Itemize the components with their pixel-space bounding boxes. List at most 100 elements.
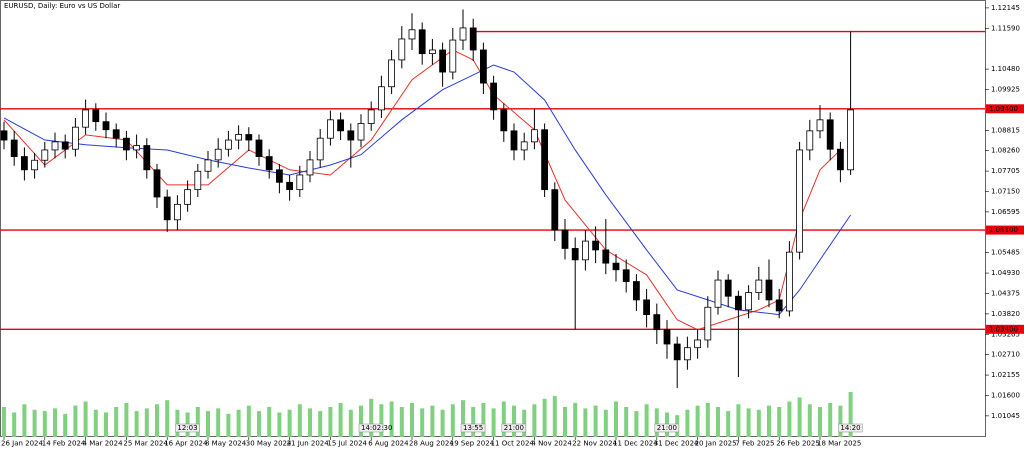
time-marker-label: 21:00 — [504, 424, 524, 432]
volume-bar — [308, 408, 312, 437]
volume-bar — [155, 404, 159, 437]
candle-body — [31, 159, 39, 171]
volume-bar — [471, 407, 476, 437]
volume-bar — [114, 407, 119, 437]
y-tick-label: 1.04930 — [991, 269, 1020, 277]
candle-body — [408, 29, 416, 40]
candle-body — [418, 29, 426, 55]
volume-bar — [246, 405, 251, 437]
volume-bar — [134, 411, 139, 437]
candle-body — [745, 292, 752, 311]
volume-bar — [195, 407, 200, 437]
candle-body — [592, 240, 599, 251]
x-tick-label: 22 Nov 2024 — [572, 440, 617, 448]
volume-bar — [726, 411, 731, 437]
candle-body — [377, 86, 385, 111]
volume-bar — [716, 407, 720, 437]
candle-body — [673, 343, 681, 361]
volume-bar — [450, 404, 455, 437]
time-marker-label: 14:20 — [840, 424, 860, 432]
candle-body — [214, 148, 222, 161]
candle-body — [41, 149, 49, 161]
volume-bar — [736, 404, 741, 437]
time-marker-label: 21:00 — [657, 424, 677, 432]
x-tick-label: 18 Mar 2025 — [817, 440, 861, 448]
candle-body — [72, 126, 79, 150]
candle-body — [388, 59, 396, 88]
x-tick-label: 28 Aug 2024 — [409, 440, 454, 448]
x-tick-label: 11 Dec 2024 — [613, 440, 658, 448]
volume-bar — [328, 407, 333, 437]
level-label-box — [986, 225, 1024, 235]
volume-bar — [63, 413, 68, 437]
candle-body — [255, 139, 263, 157]
volume-bar — [430, 405, 435, 437]
candle-body — [286, 181, 294, 191]
y-tick-label: 1.02710 — [991, 351, 1020, 359]
volume-bar — [389, 401, 394, 437]
volume-bar — [746, 408, 751, 437]
candle-body — [510, 130, 518, 151]
volume-bar — [2, 407, 6, 437]
y-tick-label: 1.10480 — [991, 65, 1020, 73]
candle-body — [337, 119, 345, 132]
x-tick-label: 7 Feb 2025 — [735, 440, 774, 448]
volume-bar — [226, 413, 231, 437]
x-tick-label: 30 May 2024 — [246, 440, 292, 448]
volume-bar — [83, 401, 88, 437]
x-tick-label: 4 Nov 2024 — [531, 440, 572, 448]
volume-bar — [359, 405, 363, 437]
candle-body — [153, 169, 161, 198]
level-label-box — [986, 104, 1024, 114]
volume-bar — [838, 405, 843, 437]
candle-body — [704, 306, 712, 341]
volume-bar — [583, 408, 588, 437]
candle-body — [684, 347, 691, 361]
candle-body — [663, 329, 671, 345]
volume-bar — [654, 408, 659, 437]
candle-body — [143, 145, 151, 171]
y-tick-label: 1.04375 — [991, 289, 1020, 297]
volume-bar — [512, 405, 516, 437]
candle-body — [235, 134, 243, 141]
x-tick-label: 19 Sep 2024 — [450, 440, 495, 448]
candle-body — [296, 174, 304, 191]
volume-bar — [807, 404, 812, 437]
candle-body — [173, 203, 181, 221]
candle-body — [571, 248, 579, 261]
volume-bar — [756, 409, 761, 437]
volume-bar — [705, 402, 710, 437]
candle-body — [439, 49, 447, 73]
volume-bar — [175, 409, 180, 437]
volume-bar — [410, 402, 414, 437]
candle-body — [775, 299, 783, 312]
volume-bar — [481, 402, 486, 437]
x-tick-label: 20 Jan 2025 — [695, 440, 737, 448]
candle-body — [469, 27, 477, 51]
candle-body — [796, 149, 803, 253]
candle-body — [61, 141, 69, 150]
volume-bar — [634, 411, 639, 437]
candle-body — [612, 262, 620, 271]
candle-body — [51, 141, 59, 151]
candle-body — [694, 339, 701, 349]
candle-body — [347, 130, 355, 141]
time-marker-box — [460, 423, 486, 433]
candle-body — [816, 119, 824, 132]
volume-bar — [695, 405, 700, 437]
chart-title: EURUSD, Daily: Euro vs US Dollar — [4, 2, 120, 10]
volume-bar — [818, 407, 822, 437]
candle-body — [653, 314, 661, 331]
volume-bar — [461, 400, 465, 437]
x-tick-label: 16 Apr 2024 — [164, 440, 208, 448]
x-tick-label: 26 Feb 2025 — [776, 440, 820, 448]
time-marker-box — [501, 423, 527, 433]
candle-body — [398, 38, 406, 61]
candle-body — [82, 109, 89, 128]
volume-bar — [206, 411, 210, 437]
volume-bar — [399, 407, 404, 437]
time-marker-label: 14:02:30 — [361, 424, 392, 432]
candle-body — [826, 119, 834, 150]
candle-body — [449, 39, 457, 73]
y-tick-label: 1.08815 — [991, 126, 1020, 134]
